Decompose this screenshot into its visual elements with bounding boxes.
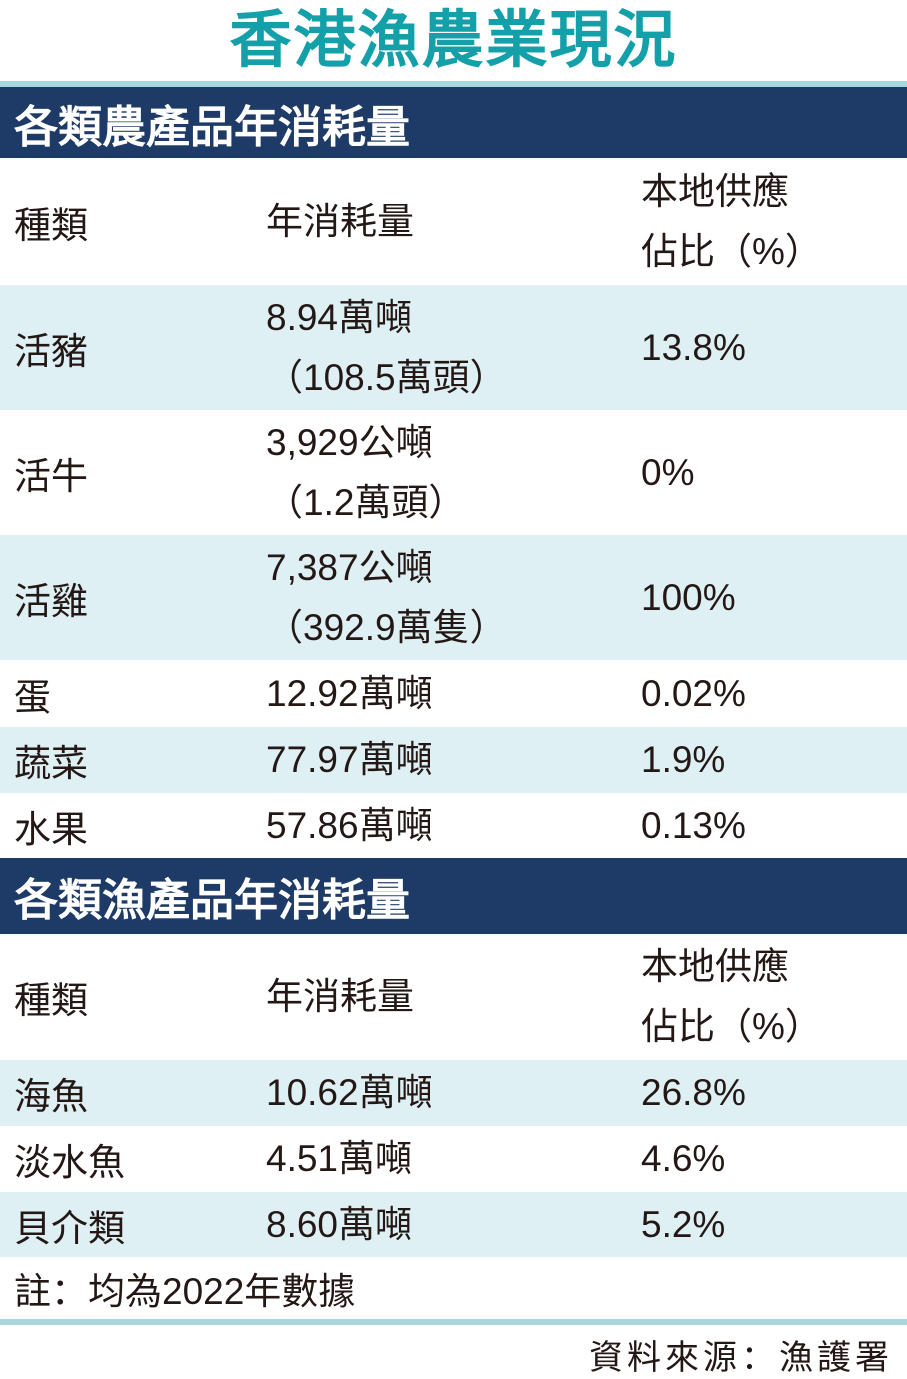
section-heading-fish: 各類漁產品年消耗量	[0, 858, 907, 934]
cell-consumption: 7,387公噸 （392.9萬隻）	[266, 546, 507, 648]
table-row: 淡水魚 4.51萬噸 4.6%	[0, 1126, 907, 1192]
cell-type: 淡水魚	[14, 1142, 125, 1183]
table-header: 種類 年消耗量 本地供應 佔比（%）	[0, 934, 907, 1060]
source-credit: 資料來源：漁護署	[589, 1338, 893, 1378]
cell-type: 水果	[14, 808, 88, 850]
cell-consumption: 77.97萬噸	[266, 739, 433, 780]
cell-share: 4.6%	[641, 1138, 726, 1179]
page-title: 香港漁農業現況	[229, 3, 678, 76]
cell-type: 活豬	[14, 330, 88, 372]
cell-share: 100%	[641, 576, 736, 618]
cell-consumption: 4.51萬噸	[266, 1138, 413, 1179]
table-row: 活雞 7,387公噸 （392.9萬隻） 100%	[0, 535, 907, 660]
cell-share: 13.8%	[641, 326, 746, 368]
header-consumption: 年消耗量	[266, 976, 414, 1017]
table-row: 水果 57.86萬噸 0.13%	[0, 793, 907, 858]
table-row: 活牛 3,929公噸 （1.2萬頭） 0%	[0, 410, 907, 535]
cell-consumption: 57.86萬噸	[266, 804, 433, 846]
footnote: 註：均為2022年數據	[0, 1257, 907, 1319]
header-share: 本地供應 佔比（%）	[641, 170, 822, 272]
cell-consumption: 8.94萬噸 （108.5萬頭）	[266, 296, 507, 398]
cell-share: 26.8%	[641, 1072, 746, 1113]
table-row: 蔬菜 77.97萬噸 1.9%	[0, 727, 907, 793]
table-row: 貝介類 8.60萬噸 5.2%	[0, 1192, 907, 1257]
cell-type: 貝介類	[14, 1207, 125, 1249]
divider	[0, 1319, 907, 1325]
cell-consumption: 3,929公噸 （1.2萬頭）	[266, 421, 466, 523]
cell-type: 蛋	[14, 676, 51, 718]
header-type: 種類	[14, 980, 88, 1021]
cell-share: 0.02%	[641, 672, 746, 714]
header-type: 種類	[14, 204, 88, 246]
note-text: 註：均為2022年數據	[14, 1271, 356, 1312]
cell-type: 海魚	[14, 1076, 88, 1117]
cell-share: 0%	[641, 451, 695, 493]
cell-type: 蔬菜	[14, 743, 88, 784]
cell-consumption: 10.62萬噸	[266, 1072, 433, 1113]
cell-type: 活雞	[14, 580, 88, 622]
table-row: 海魚 10.62萬噸 26.8%	[0, 1060, 907, 1126]
divider	[0, 81, 907, 87]
cell-share: 1.9%	[641, 739, 726, 780]
cell-type: 活牛	[14, 455, 88, 497]
header-consumption: 年消耗量	[266, 200, 414, 242]
section-heading-agri: 各類農產品年消耗量	[0, 87, 907, 158]
header-share: 本地供應 佔比（%）	[641, 946, 822, 1047]
table-row: 活豬 8.94萬噸 （108.5萬頭） 13.8%	[0, 285, 907, 410]
cell-share: 0.13%	[641, 804, 746, 846]
table-header: 種類 年消耗量 本地供應 佔比（%）	[0, 158, 907, 285]
table-row: 蛋 12.92萬噸 0.02%	[0, 660, 907, 727]
cell-share: 5.2%	[641, 1203, 726, 1245]
cell-consumption: 8.60萬噸	[266, 1203, 413, 1245]
cell-consumption: 12.92萬噸	[266, 672, 433, 714]
